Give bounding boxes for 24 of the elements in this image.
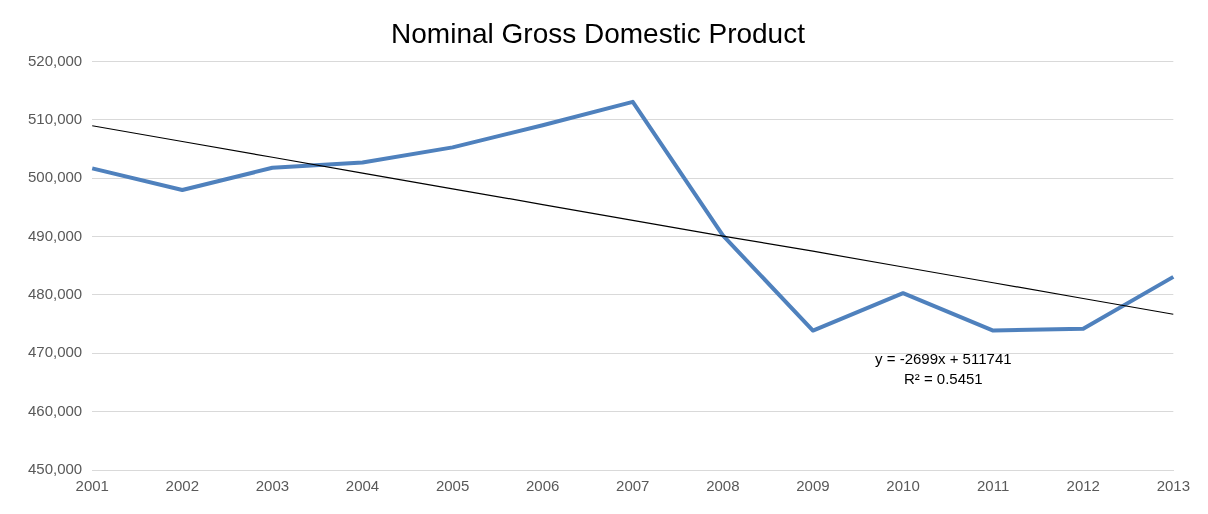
x-tick-label: 2003	[255, 477, 290, 495]
y-tick-label: 500,000	[27, 168, 83, 186]
x-tick-label: 2006	[525, 477, 560, 495]
y-tick-label: 470,000	[27, 343, 83, 361]
y-tick-label: 450,000	[27, 460, 83, 478]
y-tick-label: 460,000	[27, 401, 83, 419]
x-tick-label: 2007	[616, 477, 650, 495]
chart-title: Nominal Gross Domestic Product	[391, 17, 806, 49]
x-tick-label: 2010	[886, 477, 920, 495]
y-tick-label: 520,000	[27, 51, 83, 69]
x-tick-label: 2005	[435, 477, 470, 495]
x-tick-label: 2013	[1156, 477, 1190, 495]
annotation: R² = 0.5451	[903, 370, 983, 388]
y-tick-label: 480,000	[27, 285, 83, 303]
x-tick-label: 2012	[1066, 477, 1100, 495]
x-tick-label: 2001	[75, 477, 109, 495]
x-tick-label: 2002	[165, 477, 199, 495]
annotation: y = -2699x + 511741	[875, 350, 1012, 368]
y-tick-label: 510,000	[27, 110, 83, 128]
y-tick-label: 490,000	[27, 226, 83, 244]
x-tick-label: 2011	[977, 477, 1010, 495]
x-tick-label: 2008	[706, 477, 740, 495]
x-tick-label: 2004	[345, 477, 380, 495]
x-tick-label: 2009	[796, 477, 830, 495]
